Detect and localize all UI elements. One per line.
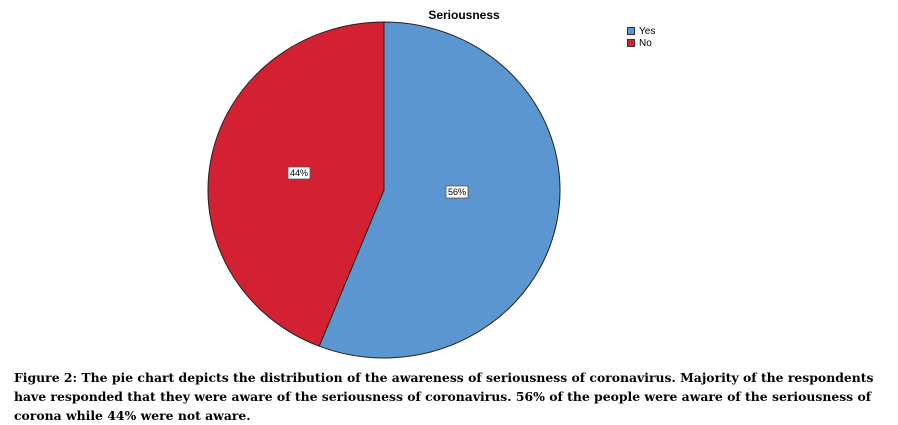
data-label-yes: 56%: [445, 185, 469, 199]
legend-label-no: No: [639, 37, 652, 49]
legend-item-no: No: [627, 37, 655, 49]
pie-slice-no: [207, 21, 385, 347]
chart-title: Seriousness: [428, 8, 500, 22]
pie-chart-svg: 56% 44%: [207, 21, 561, 359]
legend-swatch-no: [627, 39, 635, 47]
svg-text:44%: 44%: [290, 168, 308, 178]
chart-legend: Yes No: [627, 25, 655, 49]
legend-label-yes: Yes: [639, 25, 656, 37]
figure-caption: Figure 2: The pie chart depicts the dist…: [14, 370, 874, 423]
legend-swatch-yes: [627, 27, 635, 35]
svg-text:56%: 56%: [448, 187, 466, 197]
pie-slice-yes: [318, 21, 561, 359]
legend-item-yes: Yes: [627, 25, 655, 37]
data-label-no: 44%: [287, 166, 311, 180]
pie-chart: 56% 44% Seriousness Yes No: [207, 8, 655, 359]
